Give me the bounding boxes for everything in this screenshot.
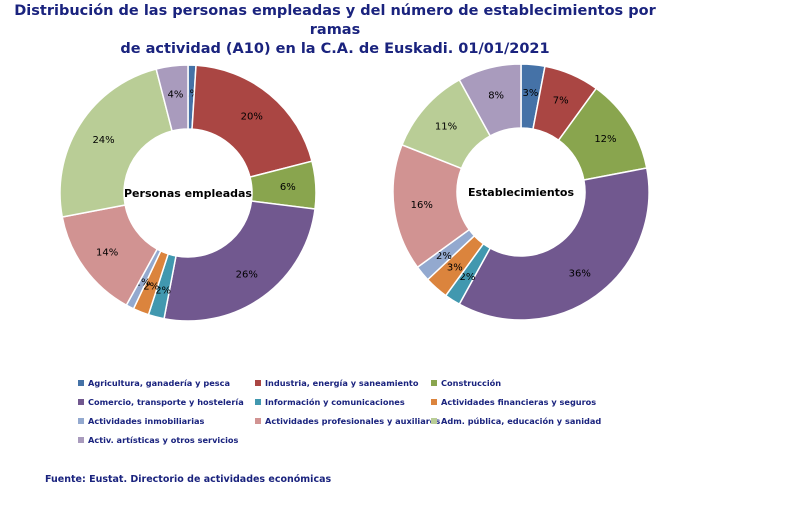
legend-item: Actividades financieras y seguros <box>431 397 596 407</box>
slice-label-2-9: 11% <box>435 121 457 132</box>
legend-label: Comercio, transporte y hostelería <box>88 397 244 407</box>
slice-1-9 <box>59 68 173 218</box>
legend-item: Actividades inmobiliarias <box>78 416 204 426</box>
legend-swatch <box>78 418 84 424</box>
slice-2-4 <box>458 167 650 321</box>
slice-label-1-1: 1% <box>183 89 199 100</box>
legend-label: Activ. artísticas y otros servicios <box>88 435 239 445</box>
legend-label: Actividades financieras y seguros <box>441 397 597 407</box>
legend-label: Actividades profesionales y auxiliares <box>265 416 441 426</box>
chart-title: Distribución de las personas empleadas y… <box>10 2 660 59</box>
legend-label: Agricultura, ganadería y pesca <box>88 378 231 388</box>
legend-item: Información y comunicaciones <box>255 397 405 407</box>
slice-1-4 <box>163 200 316 322</box>
legend-swatch <box>255 380 261 386</box>
legend-item: Construcción <box>431 378 501 388</box>
slice-1-2 <box>191 64 313 178</box>
donut-chart-1: 1%20%6%26%2%2%1%14%24%4%Personas emplead… <box>59 64 317 322</box>
legend-label: Información y comunicaciones <box>265 397 405 407</box>
legend-item: Industria, energía y saneamiento <box>255 378 418 388</box>
legend-item: Activ. artísticas y otros servicios <box>78 435 238 445</box>
slice-label-1-2: 20% <box>241 111 263 122</box>
slice-label-2-10: 8% <box>488 91 504 102</box>
slice-label-1-8: 14% <box>96 247 118 258</box>
slice-label-1-3: 6% <box>280 182 296 193</box>
chart-title-line-2: de actividad (A10) en la C.A. de Euskadi… <box>120 41 550 57</box>
donut-center-label-1: Personas empleadas <box>124 187 252 200</box>
slice-label-2-2: 7% <box>553 96 569 107</box>
slice-1-10 <box>155 64 189 132</box>
legend-swatch <box>255 399 261 405</box>
donut-charts: 1%20%6%26%2%2%1%14%24%4%Personas emplead… <box>59 63 650 322</box>
slice-label-2-6: 3% <box>447 263 463 274</box>
legend-swatch <box>431 380 437 386</box>
legend-swatch <box>78 380 84 386</box>
slice-label-2-4: 36% <box>569 268 591 279</box>
slice-label-2-7: 2% <box>436 251 452 262</box>
slice-label-1-7: 1% <box>135 278 151 289</box>
legend-item: Comercio, transporte y hostelería <box>78 397 244 407</box>
slice-label-2-3: 12% <box>594 134 616 145</box>
legend-item: Agricultura, ganadería y pesca <box>78 378 230 388</box>
slice-label-1-10: 4% <box>168 89 184 100</box>
legend-swatch <box>78 399 84 405</box>
legend-swatch <box>431 418 437 424</box>
slice-label-1-4: 26% <box>236 269 258 280</box>
legend-item: Adm. pública, educación y sanidad <box>431 416 601 426</box>
donut-center-label-2: Establecimientos <box>468 186 574 199</box>
chart-title-line-1: Distribución de las personas empleadas y… <box>14 3 656 38</box>
legend-item: Actividades profesionales y auxiliares <box>255 416 440 426</box>
slice-label-1-6: 2% <box>143 281 159 292</box>
legend-swatch <box>431 399 437 405</box>
legend-label: Industria, energía y saneamiento <box>265 378 419 388</box>
legend-swatch <box>78 437 84 443</box>
legend-label: Actividades inmobiliarias <box>88 416 205 426</box>
legend-swatch <box>255 418 261 424</box>
slice-label-2-5: 2% <box>459 272 475 283</box>
slice-label-1-9: 24% <box>92 135 114 146</box>
slice-label-2-1: 3% <box>522 88 538 99</box>
donut-chart-2: 3%7%12%36%2%3%2%16%11%8%Establecimientos <box>392 63 650 321</box>
slice-label-2-8: 16% <box>411 200 433 211</box>
legend-label: Adm. pública, educación y sanidad <box>441 416 602 426</box>
slice-2-10 <box>458 63 522 137</box>
slice-label-1-5: 2% <box>155 285 171 296</box>
source-note: Fuente: Eustat. Directorio de actividade… <box>45 474 332 485</box>
legend-label: Construcción <box>441 378 502 388</box>
